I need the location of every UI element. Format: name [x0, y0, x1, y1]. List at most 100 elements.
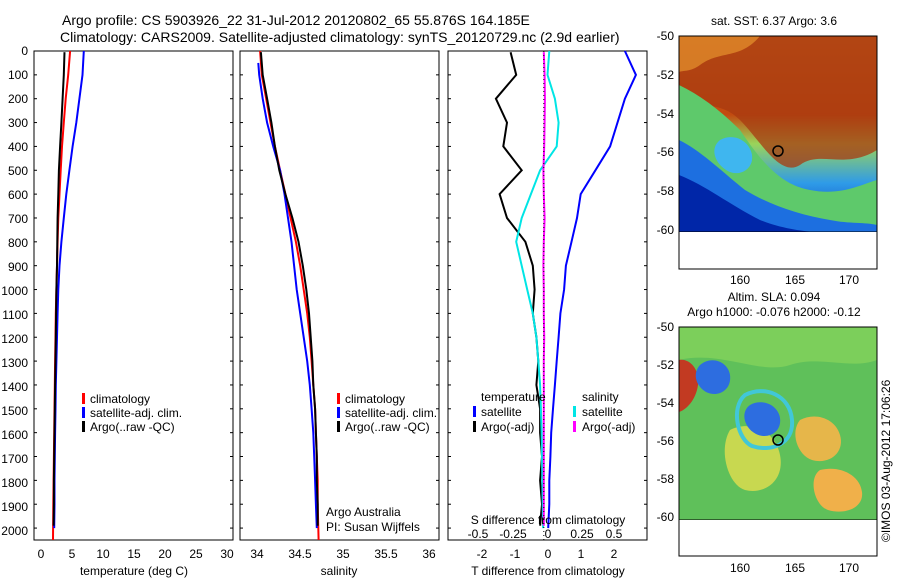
depth-tick-200: 200: [8, 92, 28, 106]
sla-orange-south: [813, 468, 863, 512]
sla-lat-tick-58: -58: [657, 472, 675, 486]
diff-t-tick-2: 0: [545, 547, 552, 561]
series-line-temperature-argo-adj-: [494, 51, 544, 526]
sst-warm-region: [679, 36, 877, 168]
sla-lat-tick-56: -56: [657, 434, 675, 448]
diff-t-tick-0: -2: [477, 547, 488, 561]
depth-tick-400: 400: [8, 140, 28, 154]
depth-tick-300: 300: [8, 116, 28, 130]
depth-tick-700: 700: [8, 212, 28, 226]
sla-lat-tick-52: -52: [657, 358, 675, 372]
sal-note-line2: PI: Susan Wijffels: [326, 520, 420, 534]
sal-xtick-36: 36: [422, 547, 436, 561]
legend-swatch-sal-satellite: [573, 406, 576, 417]
sla-lat-tick-54: -54: [657, 396, 675, 410]
sla-float-marker: [772, 434, 784, 446]
depth-tick-1700: 1700: [1, 452, 28, 466]
temp-xtick-20: 20: [158, 547, 172, 561]
legend-label-climatology: climatology: [345, 392, 405, 406]
temp-xtick-25: 25: [189, 547, 203, 561]
sla-orange-patch: [795, 416, 841, 462]
sal-xtick-35-5: 35.5: [374, 547, 398, 561]
sst-lon-tick-165: 165: [785, 273, 805, 287]
temp-xlabel: temperature (deg C): [80, 564, 188, 578]
depth-tick-1300: 1300: [1, 356, 28, 370]
sla-blue-eddy-1: [695, 360, 731, 395]
legend-label-argo: Argo(..raw -QC): [345, 420, 430, 434]
salinity-legend: climatology satellite-adj. clim. Argo(..…: [337, 392, 437, 434]
sst-cold-core: [679, 175, 815, 232]
sst-lon-tick-160: 160: [730, 273, 750, 287]
sst-lat-tick-54: -54: [657, 107, 675, 121]
legend-swatch-satellite: [337, 407, 340, 418]
sla-lon-tick-165: 165: [785, 561, 805, 575]
sst-lat-tick-56: -56: [657, 145, 675, 159]
sla-lat-tick-60: -60: [657, 510, 675, 524]
temp-xtick-30: 30: [220, 547, 234, 561]
legend-label-climatology: climatology: [90, 392, 150, 406]
temp-xtick-0: 0: [38, 547, 45, 561]
difference-axes: [447, 50, 648, 541]
sst-lat-tick-60: -60: [657, 223, 675, 237]
legend-label-satellite: satellite-adj. clim.: [90, 406, 182, 420]
diff-s-label: S difference from climatology: [471, 513, 626, 527]
sst-map: [679, 36, 877, 232]
sal-note-line1: Argo Australia: [326, 505, 401, 519]
series-line-argo-raw-qc-: [52, 52, 66, 526]
sla-blue-eddy-2: [744, 402, 781, 437]
depth-tick-100: 100: [8, 68, 28, 82]
temp-xtick-5: 5: [69, 547, 76, 561]
sla-lat-tick-50: -50: [657, 320, 675, 334]
diff-t-tick-3: 1: [578, 547, 585, 561]
sla-red-patch: [679, 359, 699, 412]
depth-tick-500: 500: [8, 164, 28, 178]
diff-s-tick-2: 0: [545, 527, 552, 541]
depth-tick-1900: 1900: [1, 500, 28, 514]
legend-title-temperature: temperature: [481, 390, 546, 404]
series-line-salinity-argo-adj-: [542, 52, 546, 526]
sla-light-patch: [679, 327, 877, 368]
legend-swatch-satellite: [82, 407, 85, 418]
figure-title-line1: Argo profile: CS 5903926_22 31-Jul-2012 …: [62, 12, 530, 28]
series-line-argo-raw-qc-: [259, 52, 319, 526]
legend-label-temp-argo: Argo(-adj): [481, 420, 534, 434]
sst-map-title: sat. SST: 6.37 Argo: 3.6: [711, 14, 837, 28]
sal-xtick-35: 35: [336, 547, 350, 561]
diff-t-tick-1: -1: [510, 547, 521, 561]
legend-swatch-temp-argo: [473, 421, 476, 432]
legend-swatch-argo: [82, 421, 85, 432]
depth-tick-1200: 1200: [1, 332, 28, 346]
difference-legend: temperature satellite Argo(-adj) salinit…: [473, 390, 635, 434]
series-line-satellite-adj-clim-: [53, 50, 85, 529]
sal-xtick-34-5: 34.5: [288, 547, 312, 561]
depth-tick-600: 600: [8, 188, 28, 202]
temperature-legend: climatology satellite-adj. clim. Argo(..…: [82, 392, 182, 434]
legend-swatch-sal-argo: [573, 421, 576, 432]
diff-s-tick-1: -0.25: [499, 527, 527, 541]
series-line-satellite-adj-clim-: [257, 62, 318, 529]
sst-lat-tick-52: -52: [657, 68, 675, 82]
depth-tick-900: 900: [8, 260, 28, 274]
sla-axes-frame: [678, 326, 878, 557]
series-line-temperature-satellite: [547, 50, 638, 529]
legend-swatch-argo: [337, 421, 340, 432]
sla-map-title-line1: Altim. SLA: 0.094: [728, 290, 821, 304]
sal-xtick-34: 34: [250, 547, 264, 561]
depth-tick-1400: 1400: [1, 380, 28, 394]
sst-map-blank: [679, 232, 877, 268]
profile-curves: [52, 50, 638, 541]
imos-footer: ©IMOS 03-Aug-2012 17:06:26: [879, 379, 893, 542]
temp-xtick-10: 10: [96, 547, 110, 561]
legend-label-argo: Argo(..raw -QC): [90, 420, 175, 434]
legend-swatch-climatology: [82, 393, 85, 404]
depth-tick-1100: 1100: [2, 308, 28, 322]
series-line-salinity-satellite: [515, 50, 560, 529]
sla-map: [679, 327, 877, 520]
depth-tick-1000: 1000: [1, 284, 28, 298]
depth-tick-1800: 1800: [1, 476, 28, 490]
diff-s-tick-4: 0.5: [606, 527, 623, 541]
diff-s-tick-3: 0.25: [570, 527, 594, 541]
temp-xtick-15: 15: [127, 547, 141, 561]
legend-title-salinity: salinity: [582, 390, 619, 404]
diff-s-tick-0: -0.5: [468, 527, 489, 541]
